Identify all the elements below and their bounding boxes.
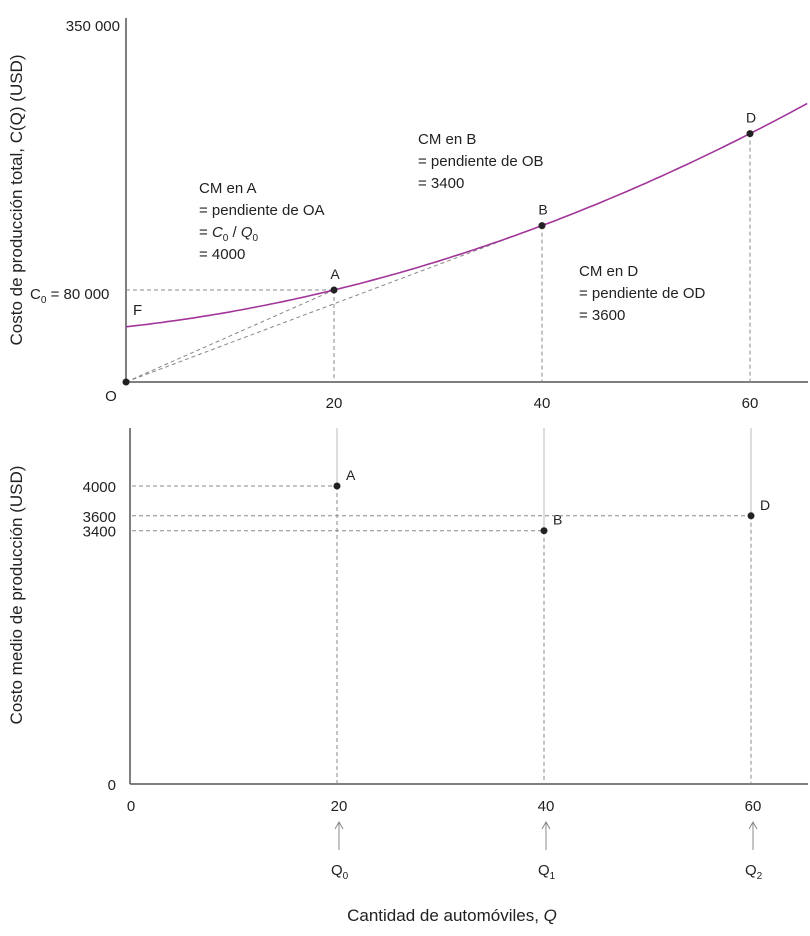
avg-point-B bbox=[540, 527, 548, 535]
arrow-up-icon bbox=[541, 820, 551, 830]
y-tick-label-bottom: 3600 bbox=[83, 509, 116, 526]
x-tick-label-bottom: 40 bbox=[538, 798, 555, 815]
origin-point bbox=[122, 378, 130, 386]
annotation-B-line: = 3400 bbox=[418, 175, 464, 192]
y-tick-label-bottom: 0 bbox=[108, 777, 116, 794]
c0-label: C0 = 80 000 bbox=[30, 286, 109, 306]
total-cost-curve bbox=[125, 102, 808, 328]
x-tick-label: 60 bbox=[742, 395, 759, 412]
point-label-B: B bbox=[538, 202, 547, 218]
x-tick-label: 40 bbox=[534, 395, 551, 412]
avg-point-D bbox=[747, 512, 755, 520]
point-label-D: D bbox=[746, 110, 756, 126]
q-marker-label: Q0 bbox=[331, 862, 349, 882]
y-tick-label-bottom: 4000 bbox=[83, 479, 116, 496]
annotation-A-line: = pendiente de OA bbox=[199, 202, 325, 219]
annotation-B-line: = pendiente de OB bbox=[418, 153, 544, 170]
q-marker-label: Q2 bbox=[745, 862, 763, 882]
q-marker-label: Q1 bbox=[538, 862, 556, 882]
avg-point-label-B: B bbox=[553, 512, 562, 528]
x-tick-label: 20 bbox=[326, 395, 343, 412]
annotation-D-line: = pendiente de OD bbox=[579, 285, 706, 302]
y-axis-title-bottom: Costo medio de producción (USD) bbox=[7, 466, 26, 725]
point-A bbox=[330, 286, 338, 294]
x-tick-label-bottom: 0 bbox=[127, 798, 135, 815]
avg-point-A bbox=[333, 482, 341, 490]
x-axis-title: Cantidad de automóviles, Q bbox=[347, 906, 557, 925]
y-tick-label: 350 000 bbox=[66, 18, 120, 35]
avg-point-label-D: D bbox=[760, 497, 770, 513]
ray-OB bbox=[125, 225, 543, 383]
arrow-up-icon bbox=[334, 820, 344, 830]
annotation-B-line: CM en B bbox=[418, 131, 476, 148]
annotation-D-line: CM en D bbox=[579, 263, 638, 280]
annotation-A-line: = 4000 bbox=[199, 246, 245, 263]
point-D bbox=[746, 130, 754, 138]
point-B bbox=[538, 222, 546, 230]
ray-OA bbox=[125, 289, 335, 383]
y-tick-label-bottom: 3400 bbox=[83, 524, 116, 541]
x-tick-label-bottom: 20 bbox=[331, 798, 348, 815]
x-tick-label-bottom: 60 bbox=[745, 798, 762, 815]
annotation-D-line: = 3600 bbox=[579, 307, 625, 324]
annotation-A-formula: = C0 / Q0 bbox=[199, 224, 259, 244]
fixed-cost-label: F bbox=[133, 302, 142, 319]
origin-label: O bbox=[105, 388, 117, 405]
avg-point-label-A: A bbox=[346, 467, 356, 483]
point-label-A: A bbox=[330, 266, 340, 282]
annotation-A-line: CM en A bbox=[199, 180, 257, 197]
y-axis-title: Costo de producción total, C(Q) (USD) bbox=[7, 55, 26, 346]
arrow-up-icon bbox=[748, 820, 758, 830]
